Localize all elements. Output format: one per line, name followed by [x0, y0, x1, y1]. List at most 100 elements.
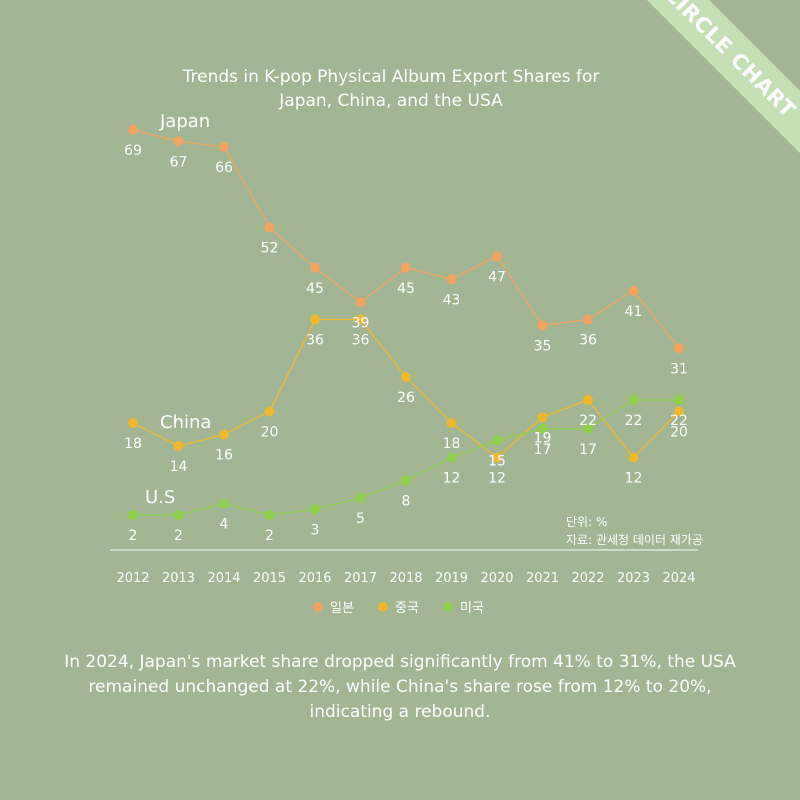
data-label: 22: [670, 413, 688, 429]
data-point: [537, 320, 548, 331]
legend-marker: [313, 602, 323, 612]
x-tick-label: 2016: [298, 571, 331, 586]
data-label: 20: [670, 425, 688, 441]
data-label: 31: [670, 361, 688, 377]
data-point: [219, 142, 229, 152]
data-point: [628, 285, 639, 296]
data-point: [492, 435, 502, 446]
data-point: [173, 136, 184, 147]
data-label: 4: [220, 517, 229, 533]
data-label: 41: [625, 304, 643, 320]
data-point: [674, 343, 684, 354]
data-point: [401, 372, 411, 382]
source-note: 자료: 관세청 데이터 재가공: [566, 533, 703, 547]
data-label: 45: [397, 281, 415, 297]
data-point: [492, 452, 502, 463]
data-point: [128, 510, 138, 520]
data-point: [583, 395, 593, 405]
legend-marker: [443, 602, 453, 612]
data-label: 2: [174, 528, 183, 544]
caption: In 2024, Japan's market share dropped si…: [0, 650, 800, 725]
x-tick-labels: 2012 2013 2014 2015 2016 2017 2018 2019 2020 2021…: [116, 571, 695, 586]
data-point: [628, 452, 639, 463]
x-tick-label: 2012: [116, 571, 149, 586]
chart-title-line-1: Trends in K-pop Physical Album Export Sh…: [182, 67, 600, 87]
legend-label: 중국: [395, 601, 419, 616]
data-label: 66: [215, 160, 233, 176]
series-label-japan: Japan: [159, 111, 210, 132]
data-label: 45: [306, 281, 324, 297]
data-point: [355, 314, 366, 325]
x-tick-label: 2021: [526, 571, 559, 586]
data-label: 52: [261, 241, 279, 257]
data-label: 47: [488, 269, 506, 285]
x-tick-label: 2014: [207, 571, 240, 586]
chart-title-line-2: Japan, China, and the USA: [278, 91, 503, 111]
data-label: 26: [397, 390, 415, 406]
data-point: [355, 297, 366, 308]
data-label: 36: [352, 333, 370, 349]
data-point: [128, 418, 138, 428]
data-label: 8: [402, 494, 411, 510]
data-label: 16: [215, 448, 233, 464]
data-label: 3: [311, 522, 320, 538]
legend-label: 미국: [460, 601, 484, 616]
data-point: [219, 498, 229, 509]
series-points: [128, 124, 684, 520]
data-label: 17: [579, 442, 597, 458]
data-label: 5: [356, 511, 365, 527]
data-point: [537, 423, 548, 434]
data-point: [310, 262, 320, 273]
data-label: 2: [265, 528, 274, 544]
data-point: [128, 124, 138, 135]
data-label: 22: [625, 413, 643, 429]
data-label: 12: [625, 471, 643, 487]
data-point: [310, 314, 320, 325]
data-label: 12: [443, 471, 461, 487]
data-point: [401, 262, 411, 273]
data-point: [173, 441, 184, 451]
data-point: [355, 492, 366, 503]
unit-note: 단위: %: [566, 515, 607, 529]
x-tick-label: 2013: [162, 571, 195, 586]
data-label: 20: [261, 425, 279, 441]
caption-line-3: indicating a rebound.: [309, 702, 491, 722]
data-point: [583, 314, 593, 325]
data-point: [583, 423, 593, 434]
x-tick-label: 2017: [344, 571, 377, 586]
caption-line-2: remained unchanged at 22%, while China's…: [88, 677, 712, 697]
x-tick-label: 2020: [480, 571, 513, 586]
x-tick-label: 2024: [662, 571, 695, 586]
legend: 일본 중국 미국: [313, 601, 484, 616]
data-label: 12: [488, 471, 506, 487]
legend-label: 일본: [330, 601, 354, 616]
data-point: [401, 475, 411, 486]
data-point: [537, 412, 548, 423]
data-label: 36: [306, 333, 324, 349]
legend-marker: [378, 602, 388, 612]
x-tick-label: 2019: [435, 571, 468, 586]
data-point: [674, 395, 684, 405]
data-point: [628, 395, 639, 405]
data-label: 19: [534, 430, 552, 446]
x-tick-label: 2023: [617, 571, 650, 586]
data-point: [264, 510, 275, 520]
x-tick-label: 2022: [571, 571, 604, 586]
data-label: 69: [124, 143, 142, 159]
data-point: [446, 418, 457, 428]
data-point: [219, 429, 229, 440]
data-label: 15: [488, 453, 506, 469]
data-label: 67: [170, 154, 188, 170]
x-tick-label: 2015: [253, 571, 286, 586]
data-point: [492, 251, 502, 262]
data-label: 36: [579, 333, 597, 349]
data-point: [446, 452, 457, 463]
data-label: 17: [534, 442, 552, 458]
data-label: 14: [170, 459, 188, 475]
data-point: [446, 274, 457, 285]
caption-line-1: In 2024, Japan's market share dropped si…: [64, 652, 736, 672]
series-line: [132, 318, 680, 459]
data-label: 22: [579, 413, 597, 429]
